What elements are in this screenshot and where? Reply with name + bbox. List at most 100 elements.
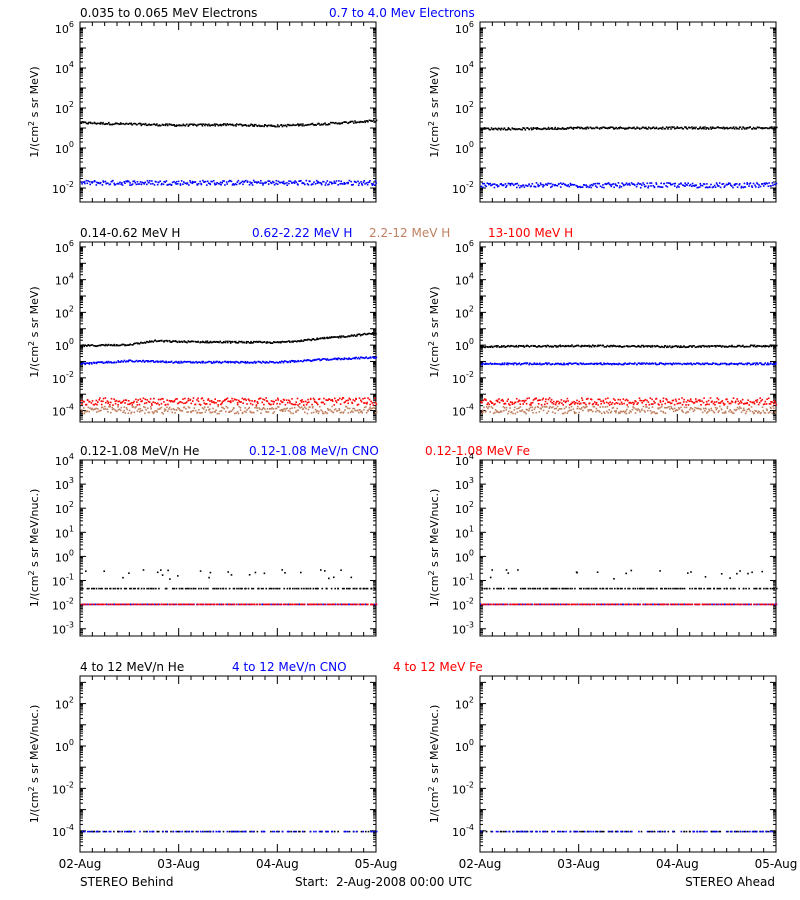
data-point <box>351 357 354 360</box>
data-point <box>598 410 600 412</box>
data-point <box>561 412 564 415</box>
data-point <box>553 344 556 347</box>
data-point <box>264 181 267 184</box>
data-point <box>305 124 308 126</box>
data-point <box>136 404 139 406</box>
data-point <box>196 184 199 186</box>
data-point <box>211 401 213 404</box>
data-point <box>356 409 358 412</box>
data-point <box>83 345 85 348</box>
data-point <box>486 127 488 130</box>
data-point <box>606 405 609 408</box>
data-point <box>80 587 82 590</box>
data-point <box>107 182 109 184</box>
data-point <box>662 411 665 414</box>
data-point <box>215 587 218 590</box>
data-point <box>241 125 244 127</box>
data-point <box>366 357 369 360</box>
data-point <box>117 344 119 347</box>
data-point <box>173 361 175 364</box>
data-point <box>327 399 329 401</box>
data-point <box>774 401 776 403</box>
data-point <box>198 587 200 590</box>
data-point <box>588 402 591 404</box>
data-point <box>117 123 120 125</box>
data-point <box>192 124 194 126</box>
data-point <box>95 407 97 410</box>
data-point <box>329 358 331 361</box>
data-point <box>511 183 514 185</box>
data-point <box>759 185 762 188</box>
data-point <box>659 186 661 188</box>
data-point <box>676 345 678 347</box>
data-point <box>244 360 247 363</box>
data-point <box>219 361 221 364</box>
data-point <box>559 363 561 366</box>
data-point <box>157 361 159 363</box>
data-point <box>605 401 608 404</box>
data-point <box>215 409 217 411</box>
data-point <box>331 398 334 401</box>
data-point <box>689 183 692 186</box>
data-point <box>514 345 516 348</box>
data-point <box>718 363 721 366</box>
data-point <box>108 603 110 606</box>
data-point <box>138 183 141 185</box>
data-point <box>704 126 706 128</box>
data-point <box>571 363 573 365</box>
data-point <box>506 129 508 131</box>
data-point <box>582 362 584 365</box>
data-point <box>718 126 720 129</box>
data-point <box>525 408 528 411</box>
data-point <box>170 341 172 343</box>
data-point <box>566 345 568 348</box>
data-point <box>496 363 498 365</box>
data-point <box>150 183 152 185</box>
data-point <box>683 406 686 409</box>
data-point <box>270 182 273 185</box>
data-point <box>676 126 679 128</box>
data-point <box>748 408 750 411</box>
data-point <box>174 340 177 343</box>
data-point <box>290 412 292 414</box>
data-point <box>205 587 207 590</box>
data-point <box>356 587 358 590</box>
data-point <box>567 184 570 186</box>
data-point <box>702 126 705 129</box>
data-point <box>645 126 647 129</box>
data-point <box>576 185 579 187</box>
data-point <box>679 362 682 365</box>
data-point <box>714 403 716 406</box>
data-point <box>142 342 145 344</box>
data-point <box>350 358 352 360</box>
data-point <box>611 183 613 186</box>
data-point <box>537 403 540 405</box>
data-point <box>651 406 654 408</box>
data-point <box>347 587 350 590</box>
data-point <box>119 181 121 184</box>
data-point <box>289 341 291 343</box>
data-point <box>614 183 617 185</box>
data-point <box>506 400 509 402</box>
data-point <box>693 126 695 129</box>
data-point <box>566 412 569 414</box>
data-point <box>297 404 299 406</box>
data-point <box>108 405 110 408</box>
data-point <box>181 124 183 127</box>
data-point <box>173 180 175 183</box>
data-point <box>349 587 351 590</box>
data-point <box>325 399 327 401</box>
data-point <box>595 407 598 410</box>
data-point <box>356 333 359 336</box>
data-point <box>637 402 639 404</box>
data-point <box>573 183 576 186</box>
data-point <box>634 184 636 186</box>
data-point <box>118 408 121 411</box>
data-point <box>241 411 244 414</box>
data-point <box>117 404 119 406</box>
data-point <box>730 185 733 187</box>
data-point <box>639 183 642 185</box>
data-point <box>740 400 742 402</box>
data-point <box>503 362 506 364</box>
